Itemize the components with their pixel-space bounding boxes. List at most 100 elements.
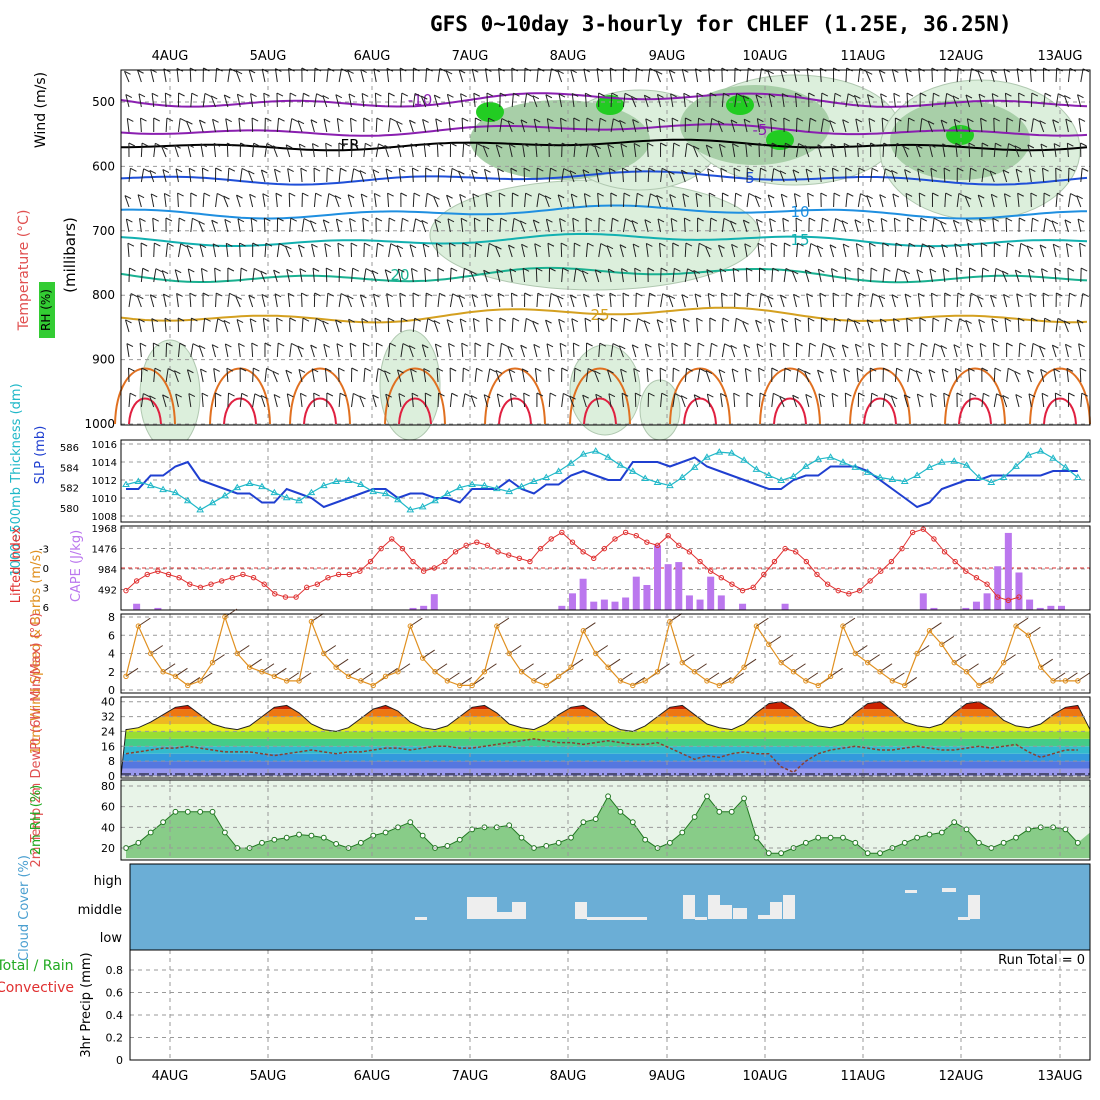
wind-barb — [360, 69, 365, 83]
wind-barb — [217, 318, 225, 323]
wind-barb — [360, 294, 367, 299]
y-tick-label: 600 — [92, 159, 115, 173]
wind-barb — [731, 368, 736, 383]
data-point — [492, 484, 501, 492]
wind-barb — [215, 293, 217, 308]
wind-barb — [978, 319, 985, 323]
wind-barb — [893, 93, 896, 108]
y-tick-label: 0 — [108, 684, 115, 697]
wind-barb — [670, 93, 674, 108]
wind-barb — [940, 345, 948, 349]
wind-barb — [1008, 143, 1015, 147]
wind-barb — [1057, 192, 1064, 197]
wind-barb — [619, 120, 624, 133]
wind-barb — [276, 343, 279, 358]
wind-barb — [785, 142, 792, 147]
rh-area-max — [726, 95, 754, 115]
data-point — [704, 678, 710, 684]
wind-barb — [1030, 218, 1033, 233]
wind-barb — [388, 243, 392, 258]
data-point — [419, 655, 426, 661]
data-point — [653, 478, 662, 486]
wind-barb — [909, 368, 917, 373]
wind-barb — [723, 217, 731, 222]
wind-barb — [328, 193, 336, 198]
wind-barb — [163, 68, 167, 83]
wind-barb — [841, 220, 847, 233]
wind-barb — [301, 318, 304, 333]
wind-barb — [448, 343, 451, 358]
wind-barb — [905, 192, 913, 197]
wind-barb — [494, 245, 501, 258]
wind-barb — [966, 343, 974, 348]
wind-barb — [397, 144, 404, 148]
temperature-contour — [1029, 367, 1091, 425]
data-point — [963, 826, 970, 833]
wind-barb — [200, 368, 204, 383]
wind-barb — [238, 117, 246, 122]
contour-label: 10 — [790, 203, 809, 221]
wind-barb — [919, 317, 927, 322]
wind-barb — [526, 317, 533, 322]
y-axis-label: 3hr Precip (mm) — [79, 952, 94, 1057]
wind-barb — [794, 93, 797, 108]
wind-barb — [856, 367, 864, 372]
wind-barb — [989, 170, 995, 183]
wind-barb — [942, 143, 949, 148]
wind-barb — [622, 167, 629, 172]
wind-barb — [254, 393, 262, 398]
wind-barb — [263, 317, 270, 322]
wind-barb — [459, 194, 464, 208]
data-point — [877, 850, 883, 857]
data-point — [517, 482, 526, 490]
wind-barb — [585, 143, 590, 158]
wind-barb — [870, 168, 873, 183]
wind-barb — [1017, 193, 1020, 208]
wind-barb — [941, 368, 949, 373]
data-point — [976, 839, 982, 846]
wind-barb — [781, 318, 789, 323]
wind-barb — [190, 192, 198, 197]
wind-barb — [622, 218, 627, 233]
wind-barb — [847, 192, 854, 197]
data-point — [778, 850, 785, 857]
wind-barb — [266, 367, 273, 372]
cape-bar — [919, 593, 927, 610]
wind-barb — [310, 344, 315, 358]
wind-barb — [191, 317, 198, 322]
wind-barb — [771, 142, 779, 147]
wind-barb — [436, 367, 444, 372]
data-point — [617, 678, 624, 684]
wind-barb — [521, 368, 526, 383]
data-point — [222, 614, 228, 620]
data-point — [988, 678, 994, 684]
wind-barb — [189, 167, 196, 172]
wind-barb — [758, 393, 761, 408]
data-point — [555, 673, 562, 680]
wind-barb — [400, 218, 403, 233]
wind-barb — [402, 343, 410, 348]
wind-barb — [952, 95, 960, 100]
wind-barb — [891, 294, 896, 308]
wind-barb — [795, 217, 803, 222]
wind-barb — [214, 267, 221, 272]
wind-barb — [1006, 143, 1010, 158]
wind-barb — [125, 94, 130, 108]
contour-label: -10 — [408, 91, 433, 109]
wind-barb — [327, 292, 335, 297]
wind-barb — [655, 70, 663, 75]
date-label-top: 5AUG — [250, 49, 287, 64]
wind-barb — [981, 168, 985, 183]
wind-barb — [697, 217, 704, 222]
data-point — [690, 463, 699, 470]
wind-barb — [969, 68, 972, 83]
wind-barb — [228, 392, 235, 397]
wind-barb — [174, 370, 181, 375]
wind-barb — [879, 319, 884, 333]
wind-barb — [1004, 317, 1012, 322]
data-point — [221, 829, 228, 836]
wind-barb — [732, 268, 736, 283]
wind-barb — [781, 93, 785, 108]
wind-barb — [448, 343, 455, 347]
wind-barb — [781, 318, 785, 333]
